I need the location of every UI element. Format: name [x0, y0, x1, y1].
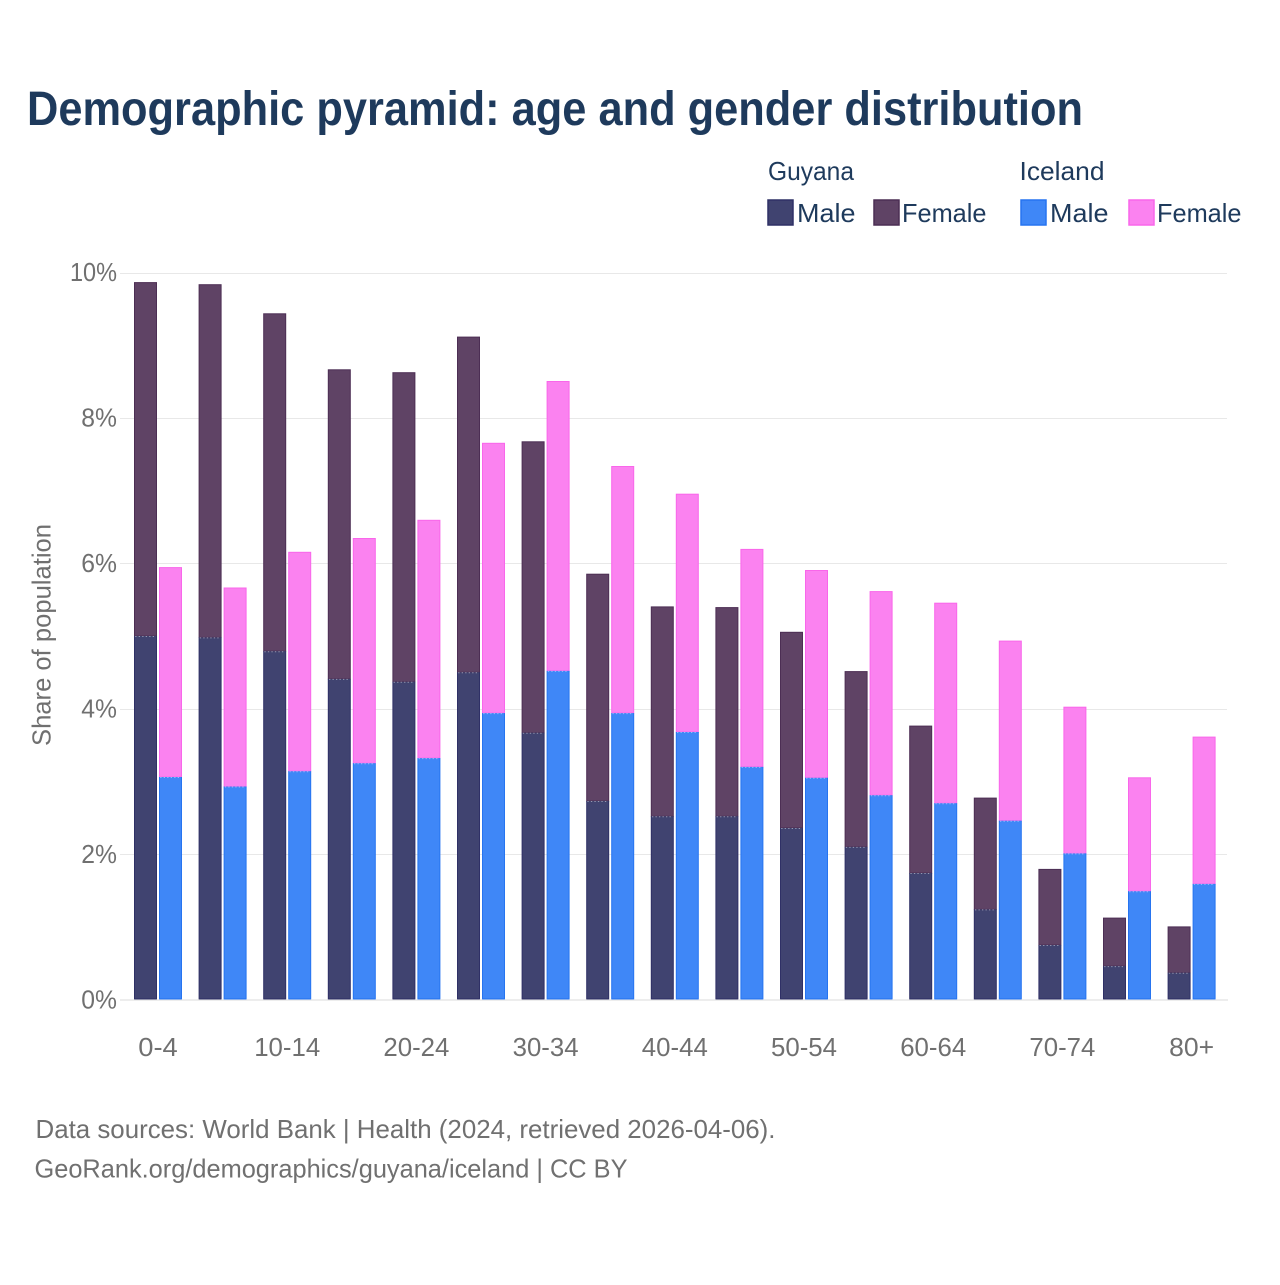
- svg-text:10-14: 10-14: [254, 1032, 320, 1062]
- svg-text:Female: Female: [1157, 198, 1242, 228]
- svg-text:GeoRank.org/demographics/guyan: GeoRank.org/demographics/guyana/iceland …: [35, 1154, 628, 1184]
- svg-text:Male: Male: [797, 198, 856, 228]
- svg-text:8%: 8%: [81, 403, 117, 433]
- svg-text:0-4: 0-4: [138, 1032, 178, 1062]
- svg-text:Demographic pyramid: age and g: Demographic pyramid: age and gender dist…: [27, 83, 1083, 136]
- svg-text:6%: 6%: [81, 548, 117, 578]
- svg-text:Iceland: Iceland: [1020, 156, 1105, 186]
- svg-text:30-34: 30-34: [513, 1032, 579, 1062]
- svg-text:0%: 0%: [81, 984, 117, 1014]
- svg-text:50-54: 50-54: [771, 1032, 837, 1062]
- svg-text:Share of population: Share of population: [27, 524, 57, 746]
- svg-text:2%: 2%: [81, 839, 117, 869]
- svg-text:10%: 10%: [70, 257, 117, 287]
- svg-text:20-24: 20-24: [383, 1032, 449, 1062]
- svg-text:40-44: 40-44: [642, 1032, 708, 1062]
- svg-text:Male: Male: [1050, 198, 1109, 228]
- svg-text:Data sources: World Bank | Hea: Data sources: World Bank | Health (2024,…: [36, 1114, 776, 1144]
- svg-text:60-64: 60-64: [900, 1032, 966, 1062]
- svg-text:Female: Female: [902, 198, 987, 228]
- svg-text:4%: 4%: [81, 693, 117, 723]
- svg-text:Guyana: Guyana: [768, 156, 854, 186]
- svg-text:80+: 80+: [1169, 1032, 1214, 1062]
- svg-text:70-74: 70-74: [1029, 1032, 1095, 1062]
